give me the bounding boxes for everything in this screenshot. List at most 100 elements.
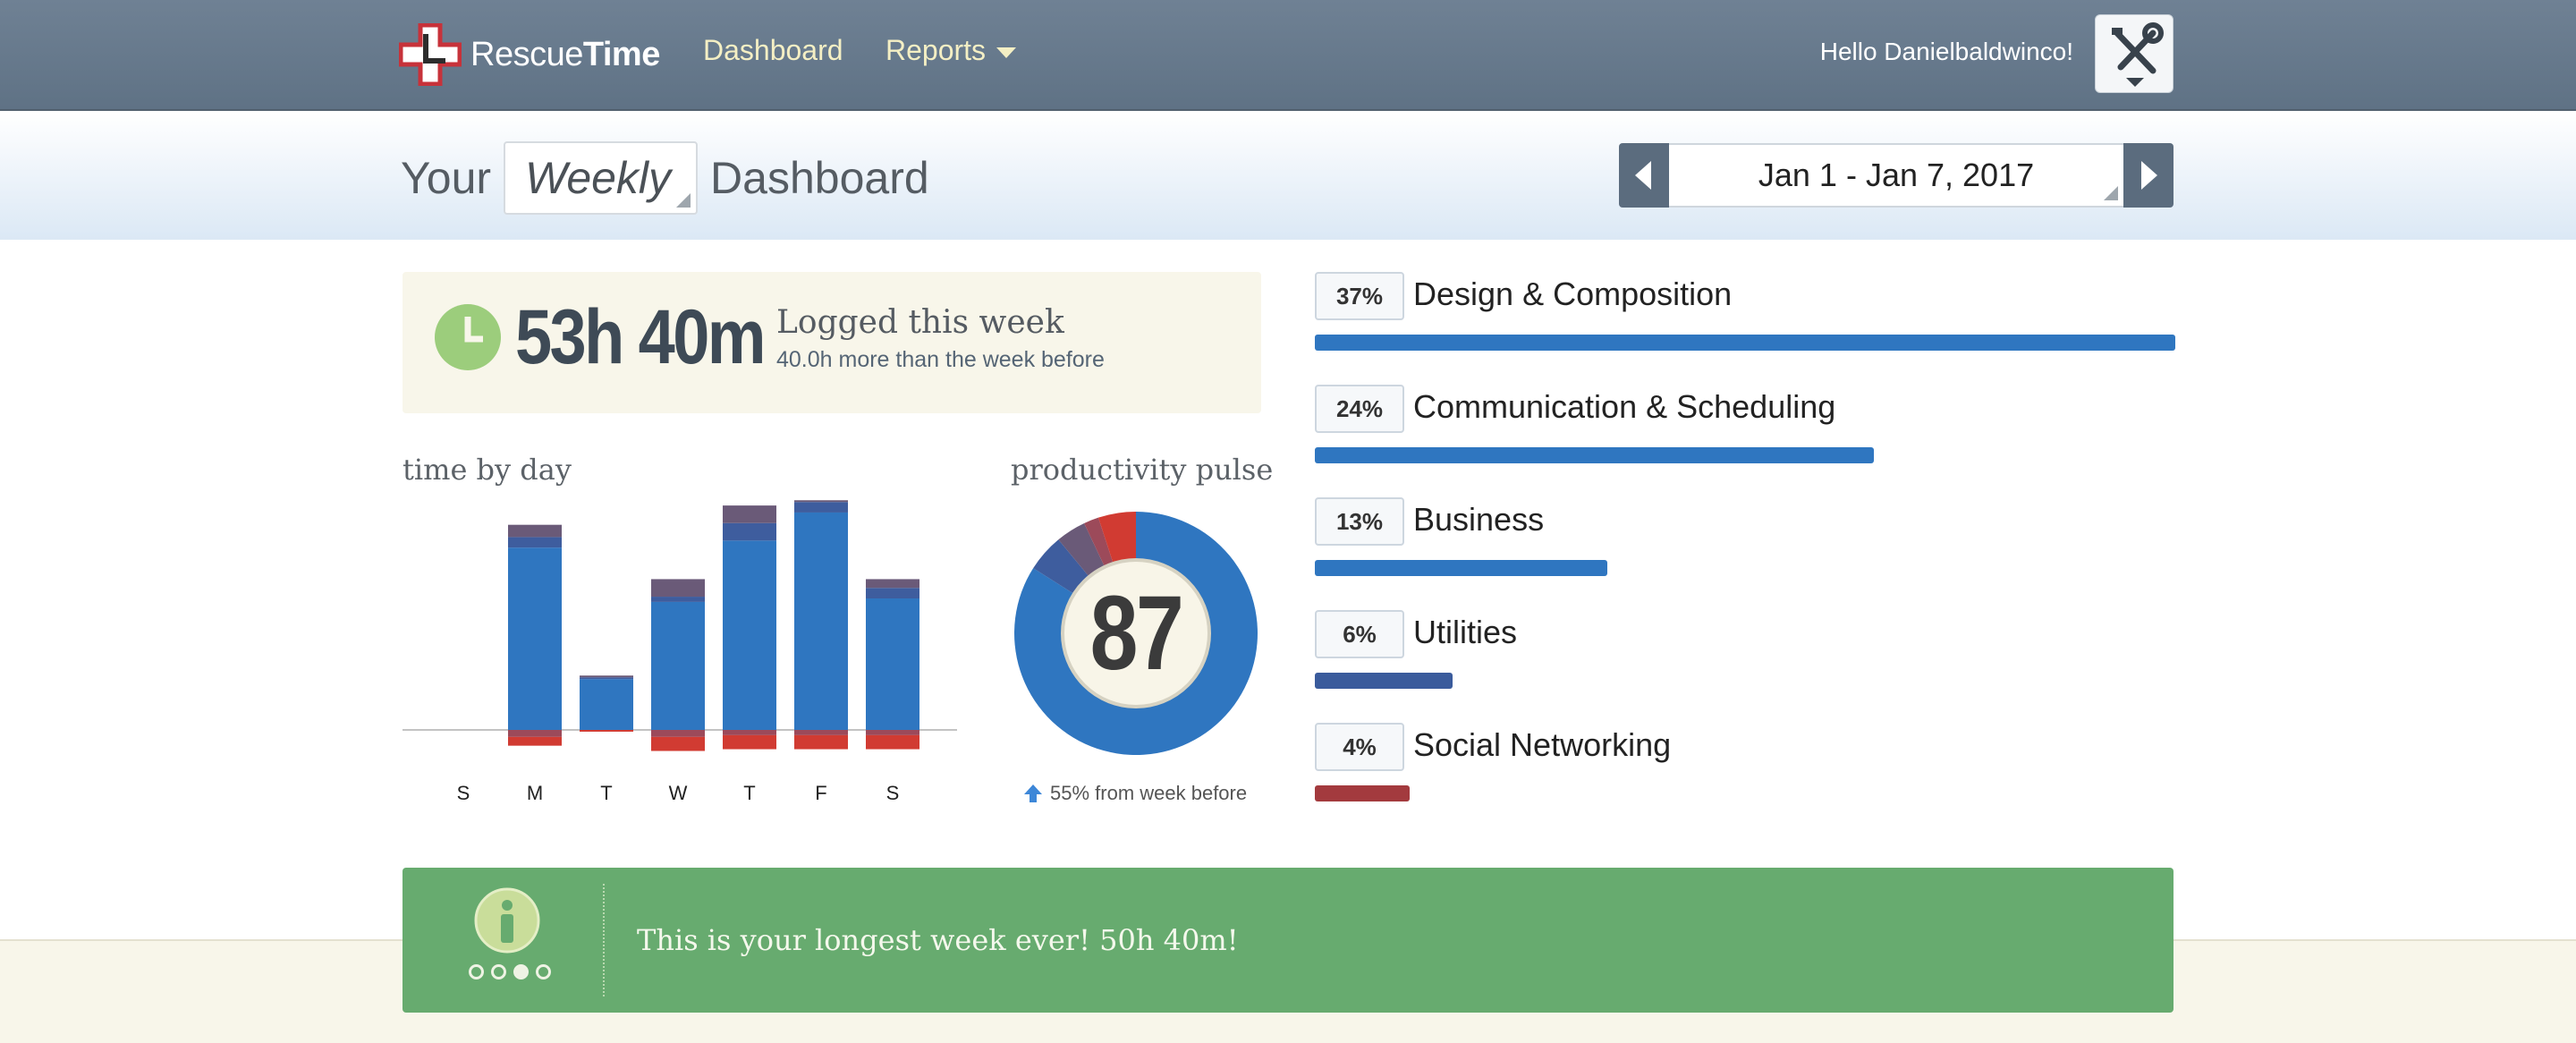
day-bar-segment[interactable] [651, 601, 705, 730]
previous-period-button[interactable] [1619, 143, 1669, 208]
day-tick-label: S [886, 782, 900, 804]
category-percent: 37% [1315, 272, 1404, 320]
info-banner: This is your longest week ever! 50h 40m! [402, 868, 2174, 1013]
day-bar-segment[interactable] [651, 736, 705, 751]
clock-icon [435, 304, 501, 370]
day-bar-segment[interactable] [508, 547, 562, 730]
chevron-down-icon [996, 47, 1017, 58]
info-pager-dot[interactable] [491, 964, 506, 979]
pulse-slice[interactable] [1097, 512, 1136, 564]
logged-label: Logged this week [776, 304, 1064, 341]
category-name[interactable]: Communication & Scheduling [1413, 388, 1836, 425]
day-bar-segment[interactable] [580, 679, 633, 730]
logged-time-panel: 53h 40m Logged this week 40.0h more than… [402, 272, 1261, 413]
period-select[interactable]: Weekly [504, 141, 699, 215]
dropdown-corner-icon [2104, 186, 2118, 200]
logo-text: RescueTime [470, 36, 660, 74]
day-bar-segment[interactable] [866, 588, 919, 598]
info-pager-dot[interactable] [536, 964, 551, 979]
day-bar-segment[interactable] [866, 598, 919, 730]
day-bar-segment[interactable] [508, 730, 562, 737]
next-period-button[interactable] [2123, 143, 2174, 208]
info-pager-dot[interactable] [513, 964, 529, 979]
productivity-score: 87 [1089, 574, 1184, 692]
category-percent: 13% [1315, 497, 1404, 546]
category-row[interactable]: 13% Business [1315, 497, 2175, 596]
pulse-change-text: 55% from week before [1050, 782, 1248, 804]
category-bar [1315, 785, 1410, 801]
rescuetime-logo[interactable]: RescueTime [399, 23, 660, 86]
dashboard-header [0, 113, 2576, 240]
category-name[interactable]: Social Networking [1413, 726, 1672, 763]
day-bar-segment[interactable] [508, 736, 562, 746]
category-bar [1315, 335, 2175, 351]
arrow-up-icon [1024, 784, 1042, 802]
day-tick-label: W [669, 782, 688, 804]
tools-button[interactable] [2095, 14, 2174, 93]
day-bar-segment[interactable] [866, 734, 919, 750]
day-bar-segment[interactable] [723, 730, 776, 735]
date-range-value: Jan 1 - Jan 7, 2017 [1758, 157, 2035, 193]
pulse-slice[interactable] [1033, 539, 1089, 595]
category-row[interactable]: 24% Communication & Scheduling [1315, 385, 2175, 483]
info-pager [469, 964, 551, 979]
nav-reports-label: Reports [886, 34, 987, 66]
day-tick-label: T [743, 782, 755, 804]
dropdown-corner-icon [676, 193, 691, 208]
day-bar-segment[interactable] [866, 730, 919, 735]
day-bar-segment[interactable] [651, 597, 705, 602]
logged-comparison: 40.0h more than the week before [776, 347, 1105, 372]
title-prefix: Your [401, 153, 492, 203]
period-select-value: Weekly [525, 153, 672, 203]
category-name[interactable]: Business [1413, 501, 1545, 538]
day-bar-segment[interactable] [651, 730, 705, 737]
time-by-day-title: time by day [402, 453, 572, 487]
category-row[interactable]: 6% Utilities [1315, 610, 2175, 708]
pulse-slice[interactable] [1014, 512, 1258, 755]
nav-dashboard[interactable]: Dashboard [703, 34, 843, 66]
category-name[interactable]: Utilities [1413, 614, 1518, 650]
pulse-slice[interactable] [1058, 522, 1106, 577]
category-percent: 24% [1315, 385, 1404, 433]
day-bar-segment[interactable] [794, 512, 848, 730]
day-bar-segment[interactable] [723, 522, 776, 541]
brand-light: Rescue [470, 35, 583, 73]
pulse-slice[interactable] [1084, 517, 1114, 567]
day-bar-segment[interactable] [580, 675, 633, 678]
date-range-picker[interactable]: Jan 1 - Jan 7, 2017 [1669, 143, 2123, 208]
day-bar-segment[interactable] [866, 579, 919, 589]
info-pager-dot[interactable] [469, 964, 484, 979]
day-tick-label: M [527, 782, 543, 804]
logo-cross-icon [399, 23, 462, 86]
day-bar-segment[interactable] [794, 500, 848, 503]
day-bar-segment[interactable] [580, 730, 633, 732]
day-tick-label: F [815, 782, 826, 804]
category-row[interactable]: 4% Social Networking [1315, 723, 2175, 821]
day-bar-segment[interactable] [723, 505, 776, 523]
productivity-pulse-title: productivity pulse [1011, 453, 1274, 487]
logged-total: 53h 40m [515, 294, 767, 380]
day-bar-segment[interactable] [723, 540, 776, 730]
title-suffix: Dashboard [710, 153, 929, 203]
page-title: Your Weekly Dashboard [401, 141, 929, 215]
top-nav-bar: RescueTime Dashboard Reports Hello Danie… [0, 0, 2576, 111]
day-bar-segment[interactable] [794, 734, 848, 750]
category-bar [1315, 673, 1453, 689]
day-bar-segment[interactable] [508, 524, 562, 538]
day-bar-segment[interactable] [651, 579, 705, 598]
day-tick-label: S [457, 782, 470, 804]
nav-reports[interactable]: Reports [886, 34, 1017, 67]
brand-bold: Time [582, 35, 661, 73]
category-row[interactable]: 37% Design & Composition [1315, 272, 2175, 370]
day-bar-segment[interactable] [794, 730, 848, 735]
day-tick-label: T [600, 782, 612, 804]
day-bar-segment[interactable] [723, 734, 776, 750]
day-bar-segment[interactable] [580, 677, 633, 680]
category-percent: 4% [1315, 723, 1404, 771]
day-bar-segment[interactable] [508, 537, 562, 548]
info-message: This is your longest week ever! 50h 40m! [637, 923, 1239, 957]
category-name[interactable]: Design & Composition [1413, 276, 1733, 312]
productivity-pulse-donut[interactable] [1009, 506, 1263, 760]
day-bar-segment[interactable] [794, 502, 848, 513]
